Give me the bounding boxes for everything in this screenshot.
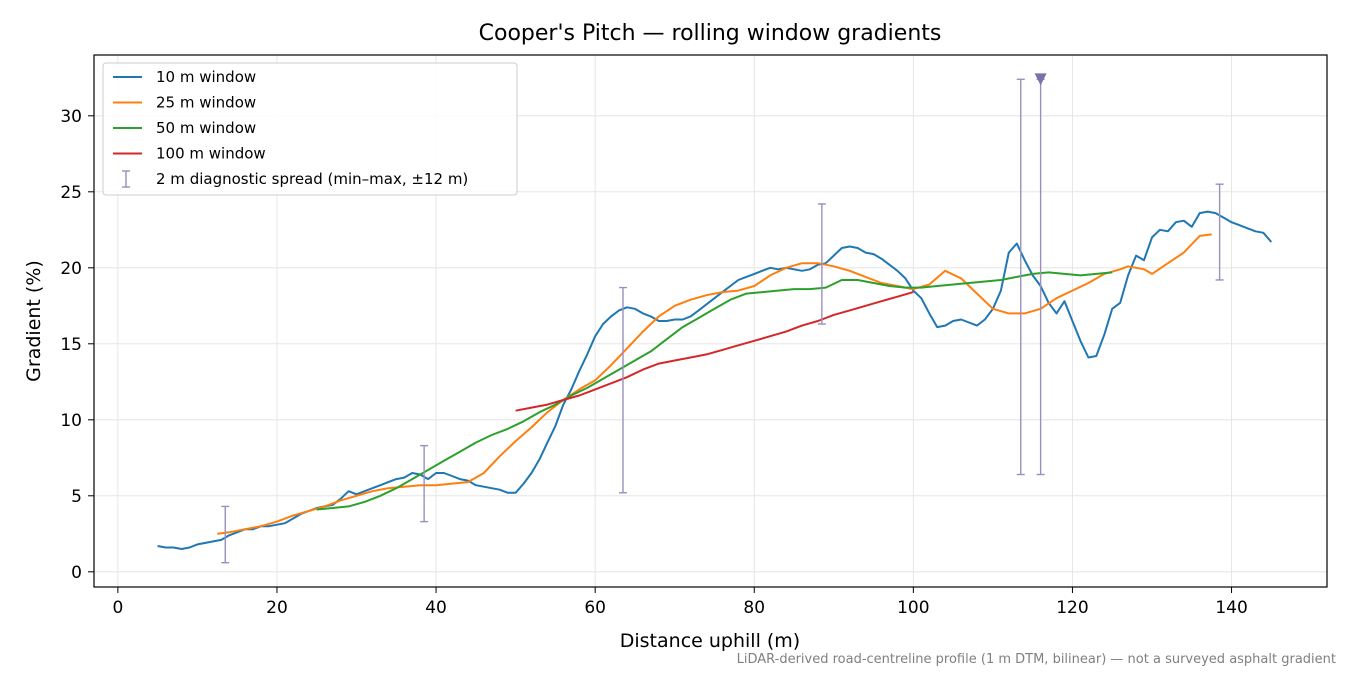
y-axis-label: Gradient (%) (23, 260, 45, 382)
x-tick-label: 120 (1056, 598, 1088, 618)
x-tick-label: 0 (112, 598, 123, 618)
y-tick-label: 15 (60, 335, 82, 355)
x-tick-label: 140 (1215, 598, 1247, 618)
spread-errorbar (221, 505, 230, 564)
y-tick-label: 30 (60, 107, 82, 127)
chart-title: Cooper's Pitch — rolling window gradient… (479, 21, 942, 46)
series-line (217, 233, 1212, 535)
spread-errorbar (1036, 78, 1045, 476)
legend: 10 m window 25 m window 50 m window 100 m w… (102, 62, 518, 196)
series-line (316, 271, 1113, 511)
x-tick-label: 60 (584, 598, 606, 618)
spread-errorbar (618, 286, 627, 494)
spread-errorbar (420, 444, 429, 523)
y-tick-label: 25 (60, 183, 82, 203)
diagnostic-spread-layer (221, 73, 1224, 564)
legend-label: 2 m diagnostic spread (min–max, ±12 m) (156, 170, 468, 188)
x-tick-label: 100 (897, 598, 929, 618)
y-tick-label: 10 (60, 411, 82, 431)
legend-label: 25 m window (156, 94, 256, 112)
x-tick-label: 40 (425, 598, 447, 618)
series-line (157, 210, 1273, 550)
y-axis: 0 5 10 15 20 25 30 (60, 107, 94, 583)
plot-frame (93, 54, 1328, 588)
legend-label: 100 m window (156, 145, 266, 163)
x-axis-label: Distance uphill (m) (620, 630, 800, 652)
chart-footnote: LiDAR-derived road-centreline profile (1… (736, 652, 1336, 667)
y-tick-label: 5 (71, 487, 82, 507)
y-tick-label: 0 (71, 563, 82, 583)
spread-errorbar (1016, 78, 1025, 476)
x-tick-label: 20 (266, 598, 288, 618)
legend-box (102, 62, 518, 196)
legend-label: 10 m window (156, 68, 256, 86)
spread-errorbar (1215, 183, 1224, 281)
spread-errorbar (817, 203, 826, 325)
x-tick-label: 80 (743, 598, 765, 618)
clipped-marker-triangle (1034, 73, 1047, 86)
series-line (515, 291, 914, 412)
y-tick-label: 20 (60, 259, 82, 279)
legend-label: 50 m window (156, 119, 256, 137)
series-layer (157, 210, 1273, 550)
x-axis: 0 20 40 60 80 100 120 140 (112, 587, 1248, 618)
legend-swatch (122, 170, 130, 188)
